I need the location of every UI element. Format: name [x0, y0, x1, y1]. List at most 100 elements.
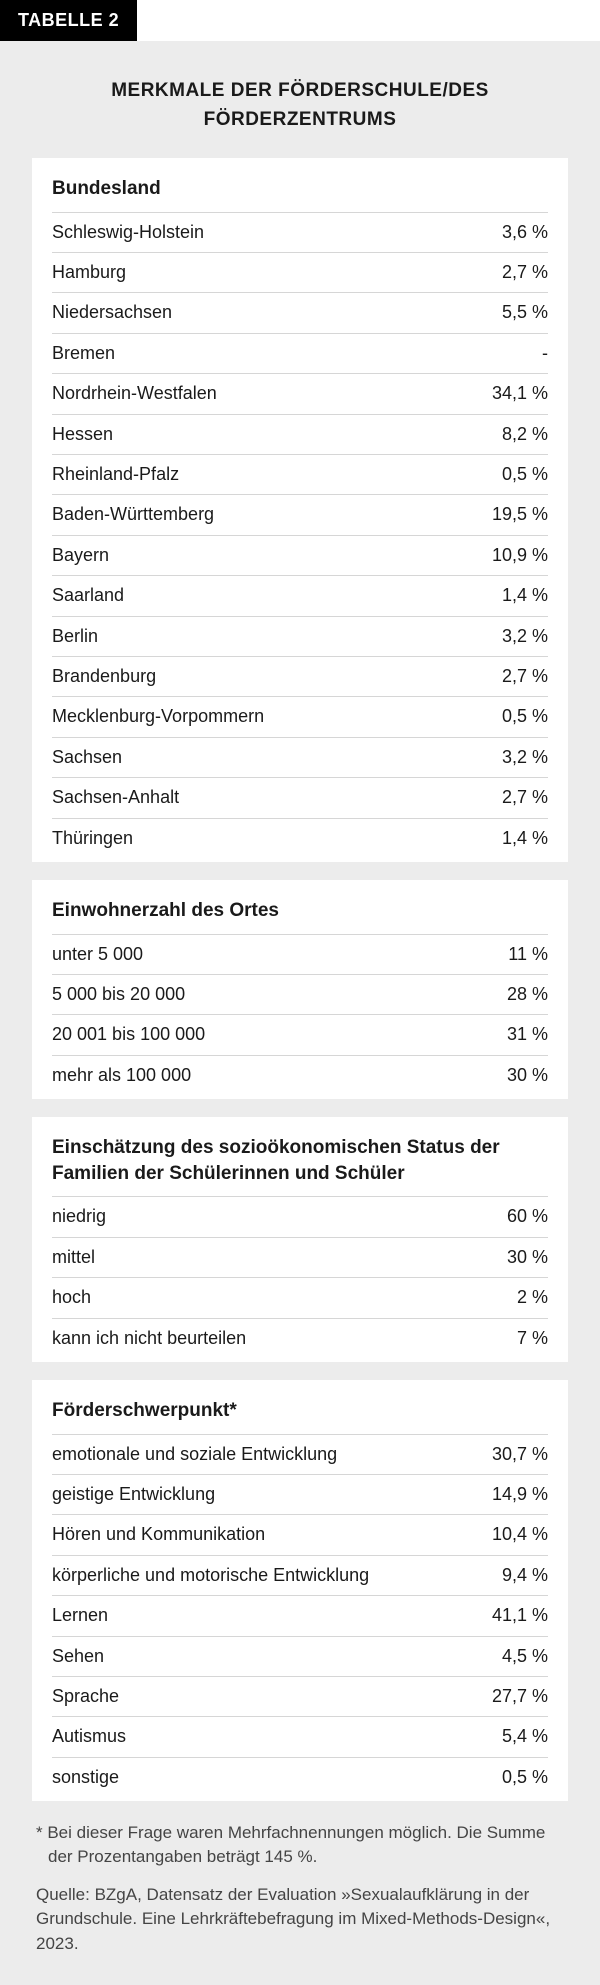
table-row: Mecklenburg-Vorpommern 0,5 % — [52, 697, 548, 737]
row-label: Sachsen-Anhalt — [52, 786, 492, 809]
table-row: Hamburg 2,7 % — [52, 253, 548, 293]
row-label: niedrig — [52, 1205, 497, 1228]
row-label: hoch — [52, 1286, 507, 1309]
row-label: unter 5 000 — [52, 943, 498, 966]
row-label: Brandenburg — [52, 665, 492, 688]
table-number-tab: TABELLE 2 — [0, 0, 137, 41]
table-row: Saarland 1,4 % — [52, 576, 548, 616]
source-line: Quelle: BZgA, Datensatz der Evaluation »… — [32, 1883, 568, 1957]
table-row: Lernen41,1 % — [52, 1596, 548, 1636]
table-row: Schleswig-Holstein3,6 % — [52, 213, 548, 253]
row-value: 30,7 % — [492, 1443, 548, 1466]
row-value: 3,2 % — [502, 746, 548, 769]
table-row: sonstige0,5 % — [52, 1758, 548, 1797]
row-label: Schleswig-Holstein — [52, 221, 492, 244]
section-card: BundeslandSchleswig-Holstein3,6 %Hamburg… — [32, 158, 568, 862]
panel: MERKMALE DER FÖRDERSCHULE/DES FÖRDERZENT… — [0, 41, 600, 1985]
table-row: 20 001 bis 100 00031 % — [52, 1015, 548, 1055]
row-label: Hessen — [52, 423, 492, 446]
section-heading: Bundesland — [52, 172, 548, 213]
section-card: Förderschwerpunkt*emotionale und soziale… — [32, 1380, 568, 1801]
row-label: mittel — [52, 1246, 497, 1269]
row-label: Nordrhein-Westfalen — [52, 382, 482, 405]
table-row: Sehen4,5 % — [52, 1637, 548, 1677]
row-label: Thüringen — [52, 827, 492, 850]
row-value: 2,7 % — [502, 665, 548, 688]
table-row: 5 000 bis 20 000 28 % — [52, 975, 548, 1015]
row-label: Mecklenburg-Vorpommern — [52, 705, 492, 728]
table-row: Brandenburg 2,7 % — [52, 657, 548, 697]
row-value: 5,4 % — [502, 1725, 548, 1748]
row-value: 19,5 % — [492, 503, 548, 526]
row-value: 2,7 % — [502, 261, 548, 284]
row-value: 3,2 % — [502, 625, 548, 648]
row-value: 1,4 % — [502, 584, 548, 607]
row-value: 30 % — [507, 1246, 548, 1269]
section-heading: Einwohnerzahl des Ortes — [52, 894, 548, 935]
table-row: Autismus 5,4 % — [52, 1717, 548, 1757]
row-value: 10,9 % — [492, 544, 548, 567]
row-value: 28 % — [507, 983, 548, 1006]
table-row: unter 5 000 11 % — [52, 935, 548, 975]
table-row: Hessen 8,2 % — [52, 415, 548, 455]
table-row: Bremen- — [52, 334, 548, 374]
table-row: Niedersachsen 5,5 % — [52, 293, 548, 333]
row-label: Sehen — [52, 1645, 492, 1668]
row-value: - — [542, 342, 548, 365]
row-label: Saarland — [52, 584, 492, 607]
row-label: sonstige — [52, 1766, 492, 1789]
row-label: Hören und Kommunikation — [52, 1523, 482, 1546]
row-label: kann ich nicht beurteilen — [52, 1327, 507, 1350]
page: TABELLE 2 MERKMALE DER FÖRDERSCHULE/DES … — [0, 0, 600, 1985]
row-label: 20 001 bis 100 000 — [52, 1023, 497, 1046]
row-label: Sachsen — [52, 746, 492, 769]
sections-container: BundeslandSchleswig-Holstein3,6 %Hamburg… — [32, 158, 568, 1801]
row-value: 27,7 % — [492, 1685, 548, 1708]
table-row: Bayern 10,9 % — [52, 536, 548, 576]
section-card: Einwohnerzahl des Ortes unter 5 000 11 % 5 … — [32, 880, 568, 1099]
table-row: kann ich nicht beurteilen 7 % — [52, 1319, 548, 1358]
row-label: Rheinland-Pfalz — [52, 463, 492, 486]
table-row: geistige Entwicklung14,9 % — [52, 1475, 548, 1515]
row-value: 11 % — [508, 943, 548, 966]
section-heading: Förderschwerpunkt* — [52, 1394, 548, 1435]
row-value: 0,5 % — [502, 705, 548, 728]
row-value: 8,2 % — [502, 423, 548, 446]
table-row: Berlin 3,2 % — [52, 617, 548, 657]
row-value: 7 % — [517, 1327, 548, 1350]
row-label: Hamburg — [52, 261, 492, 284]
table-row: Sprache 27,7 % — [52, 1677, 548, 1717]
row-value: 0,5 % — [502, 463, 548, 486]
row-value: 60 % — [507, 1205, 548, 1228]
row-label: Bayern — [52, 544, 482, 567]
footnote: * Bei dieser Frage waren Mehrfachnennung… — [44, 1819, 568, 1883]
table-row: Sachsen-Anhalt 2,7 % — [52, 778, 548, 818]
row-label: Sprache — [52, 1685, 482, 1708]
table-title: MERKMALE DER FÖRDERSCHULE/DES FÖRDERZENT… — [90, 77, 510, 134]
row-value: 10,4 % — [492, 1523, 548, 1546]
table-row: emotionale und soziale Entwicklung30,7 % — [52, 1435, 548, 1475]
table-row: Thüringen 1,4 % — [52, 819, 548, 858]
row-value: 1,4 % — [502, 827, 548, 850]
row-label: Niedersachsen — [52, 301, 492, 324]
row-value: 2 % — [517, 1286, 548, 1309]
row-value: 9,4 % — [502, 1564, 548, 1587]
table-row: Nordrhein-Westfalen 34,1 % — [52, 374, 548, 414]
row-label: Autismus — [52, 1725, 492, 1748]
row-label: geistige Entwicklung — [52, 1483, 482, 1506]
row-value: 34,1 % — [492, 382, 548, 405]
row-value: 41,1 % — [492, 1604, 548, 1627]
row-value: 2,7 % — [502, 786, 548, 809]
table-row: Baden-Württemberg19,5 % — [52, 495, 548, 535]
row-label: mehr als 100 000 — [52, 1064, 497, 1087]
table-row: körperliche und motorische Entwicklung 9,… — [52, 1556, 548, 1596]
row-label: 5 000 bis 20 000 — [52, 983, 497, 1006]
table-row: Hören und Kommunikation 10,4 % — [52, 1515, 548, 1555]
row-value: 5,5 % — [502, 301, 548, 324]
row-label: Bremen — [52, 342, 532, 365]
row-value: 30 % — [507, 1064, 548, 1087]
section-card: Einschätzung des sozioökonomischen Statu… — [32, 1117, 568, 1362]
row-label: Berlin — [52, 625, 492, 648]
table-row: hoch 2 % — [52, 1278, 548, 1318]
row-label: körperliche und motorische Entwicklung — [52, 1564, 492, 1587]
